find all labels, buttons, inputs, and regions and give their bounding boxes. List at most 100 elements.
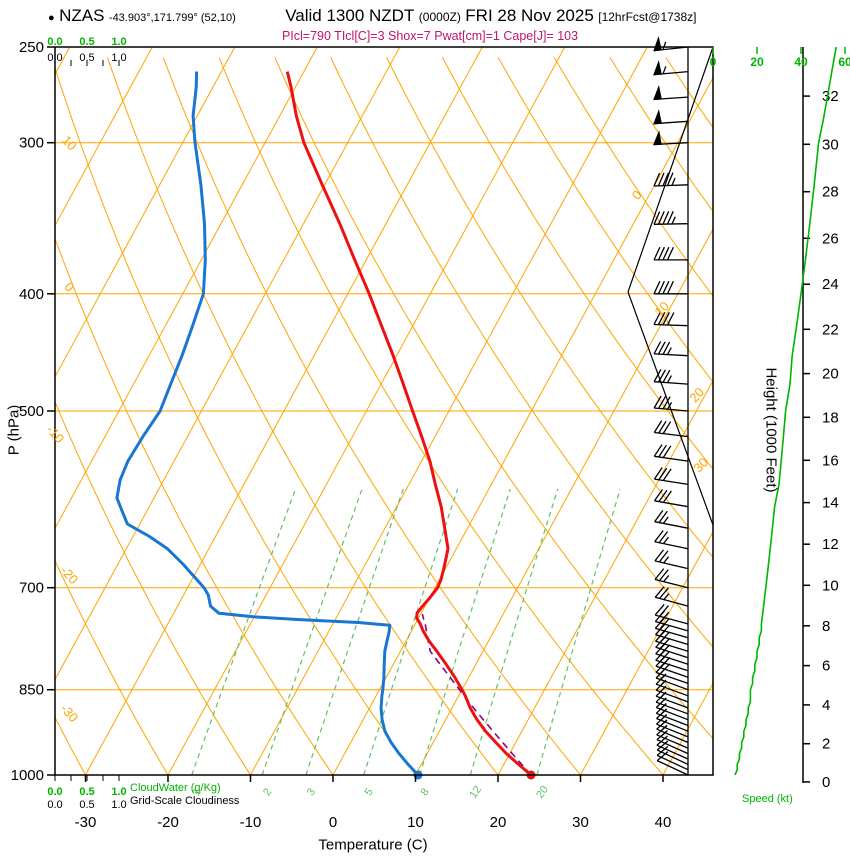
parcel-path-curve bbox=[421, 613, 532, 775]
pressure-tick-label: 500 bbox=[19, 403, 44, 420]
dry-adiabat-label: -30 bbox=[57, 701, 81, 725]
cloudiness-scale-value: 1.0 bbox=[111, 52, 127, 64]
dewpoint-curve bbox=[115, 71, 420, 775]
cloudwater-scale-bottom-green: 0.0 0.5 1.0 bbox=[39, 782, 135, 800]
pressure-axis: 250 300 400 500 700 850 1000 bbox=[11, 39, 55, 784]
mixing-ratio-label: 3 bbox=[305, 786, 318, 798]
cloudwater-scale-value: 0.5 bbox=[79, 786, 95, 798]
height-tick-label: 28 bbox=[822, 184, 839, 201]
height-tick-label: 16 bbox=[822, 452, 839, 469]
valid-time: Valid 1300 NZDT bbox=[285, 6, 415, 25]
sounding-curves bbox=[115, 71, 532, 775]
height-tick-label: 26 bbox=[822, 230, 839, 247]
speed-axis: 0 20 40 60 bbox=[710, 47, 850, 69]
height-tick-label: 2 bbox=[822, 736, 830, 753]
height-tick-label: 14 bbox=[822, 495, 839, 512]
chart-header: ● NZAS -43.903°,171.799° (52,10) Valid 1… bbox=[48, 6, 696, 26]
temperature-tick-label: 10 bbox=[407, 814, 424, 831]
dry-adiabat-label: -10 bbox=[43, 422, 67, 446]
height-tick-label: 4 bbox=[822, 697, 830, 714]
cloudwater-legend: CloudWater (g/Kg) bbox=[130, 782, 221, 794]
dry-adiabat-label: 0 bbox=[61, 279, 77, 294]
height-tick-label: 20 bbox=[822, 366, 839, 383]
height-tick-label: 24 bbox=[822, 276, 839, 293]
height-tick-label: 12 bbox=[822, 536, 839, 553]
speed-tick-label: 0 bbox=[710, 55, 717, 69]
speed-tick-label: 20 bbox=[750, 55, 764, 69]
valid-date: FRI 28 Nov 2025 bbox=[465, 6, 594, 25]
height-axis-title: Height (1000 Feet) bbox=[762, 367, 780, 493]
wind-speed-curve bbox=[734, 46, 837, 776]
cloudwater-scale-value: 0.0 bbox=[47, 36, 63, 48]
temperature-axis-title: Temperature (C) bbox=[318, 836, 428, 854]
mixing-ratio-label: 8 bbox=[419, 786, 432, 798]
cloudwater-scale-value: 1.0 bbox=[111, 786, 127, 798]
pressure-tick-label: 700 bbox=[19, 580, 44, 597]
cloudwater-scale-top-black: 0.0 0.5 1.0 bbox=[39, 48, 135, 66]
height-tick-label: 22 bbox=[822, 321, 839, 338]
isotherm-label: 20 bbox=[686, 385, 707, 406]
speed-axis-title: Speed (kt) bbox=[742, 793, 793, 805]
cloudwater-scale-value: 1.0 bbox=[111, 36, 127, 48]
mixing-ratio-lines bbox=[191, 488, 621, 775]
temperature-curve bbox=[285, 71, 532, 775]
pressure-tick-label: 400 bbox=[19, 286, 44, 303]
parcel-params: PIcl=790 TIcl[C]=3 Shox=7 Pwat[cm]=1 Cap… bbox=[281, 29, 579, 43]
cloudwater-scale-value: 0.5 bbox=[79, 36, 95, 48]
isotherm-lines bbox=[55, 47, 713, 775]
cloudiness-scale-value: 0.5 bbox=[79, 52, 95, 64]
temperature-tick-label: 0 bbox=[329, 814, 337, 831]
height-tick-label: 0 bbox=[822, 774, 830, 791]
height-tick-label: 30 bbox=[822, 136, 839, 153]
dry-adiabat-label: -20 bbox=[57, 563, 81, 587]
cloudwater-ticks bbox=[54, 60, 120, 781]
cloudiness-legend: Grid-Scale Cloudiness bbox=[130, 795, 240, 807]
temperature-tick-label: -10 bbox=[240, 814, 262, 831]
temperature-tick-label: 30 bbox=[572, 814, 589, 831]
height-tick-label: 6 bbox=[822, 658, 830, 675]
station-marker-icon: ● bbox=[48, 12, 55, 24]
pressure-tick-label: 850 bbox=[19, 682, 44, 699]
wind-barbs bbox=[653, 35, 689, 776]
pressure-tick-label: 1000 bbox=[11, 767, 44, 784]
height-tick-label: 32 bbox=[822, 88, 839, 105]
isotherm-label: 10 bbox=[651, 299, 672, 320]
cloudwater-scale-value: 0.0 bbox=[47, 786, 63, 798]
mixing-ratio-label: 20 bbox=[534, 784, 551, 801]
temperature-tick-label: 20 bbox=[490, 814, 507, 831]
temperature-tick-label: -30 bbox=[75, 814, 97, 831]
cloudiness-scale-value: 0.5 bbox=[79, 799, 95, 811]
height-tick-label: 18 bbox=[822, 409, 839, 426]
mixing-ratio-label: 2 bbox=[261, 786, 274, 798]
temperature-tick-label: -20 bbox=[157, 814, 179, 831]
pressure-tick-label: 250 bbox=[19, 39, 44, 56]
station-id: NZAS bbox=[59, 6, 105, 25]
station-coords: -43.903°,171.799° (52,10) bbox=[108, 12, 236, 24]
speed-tick-label: 60 bbox=[838, 55, 850, 69]
temperature-axis: -30 -20 -10 0 10 20 30 40 bbox=[75, 775, 672, 831]
cloudiness-scale-value: 0.0 bbox=[47, 52, 63, 64]
cloudwater-scale-bottom-black: 0.0 0.5 1.0 bbox=[39, 795, 135, 813]
dry-adiabat-lines bbox=[55, 57, 713, 775]
cloudwater-scale-top-green: 0.0 0.5 1.0 bbox=[39, 32, 135, 50]
height-tick-label: 10 bbox=[822, 577, 839, 594]
mixing-ratio-label: 1 bbox=[191, 786, 204, 798]
mixing-ratio-label: 5 bbox=[363, 786, 376, 798]
cloudiness-scale-value: 0.0 bbox=[47, 799, 63, 811]
pressure-axis-title: P (hPa) bbox=[5, 404, 23, 456]
cloudiness-scale-value: 1.0 bbox=[111, 799, 127, 811]
forecast-info: [12hrFcst@1738z] bbox=[598, 10, 697, 24]
temperature-tick-label: 40 bbox=[655, 814, 672, 831]
valid-utc: (0000Z) bbox=[418, 10, 461, 24]
speed-tick-label: 40 bbox=[794, 55, 808, 69]
height-tick-label: 8 bbox=[822, 618, 830, 635]
skewt-grid bbox=[55, 47, 713, 775]
mixing-ratio-labels: 1 2 3 5 8 12 20 bbox=[191, 784, 551, 801]
mixing-ratio-label: 12 bbox=[467, 784, 484, 801]
dry-adiabat-label: 10 bbox=[59, 133, 80, 154]
pressure-tick-label: 300 bbox=[19, 135, 44, 152]
